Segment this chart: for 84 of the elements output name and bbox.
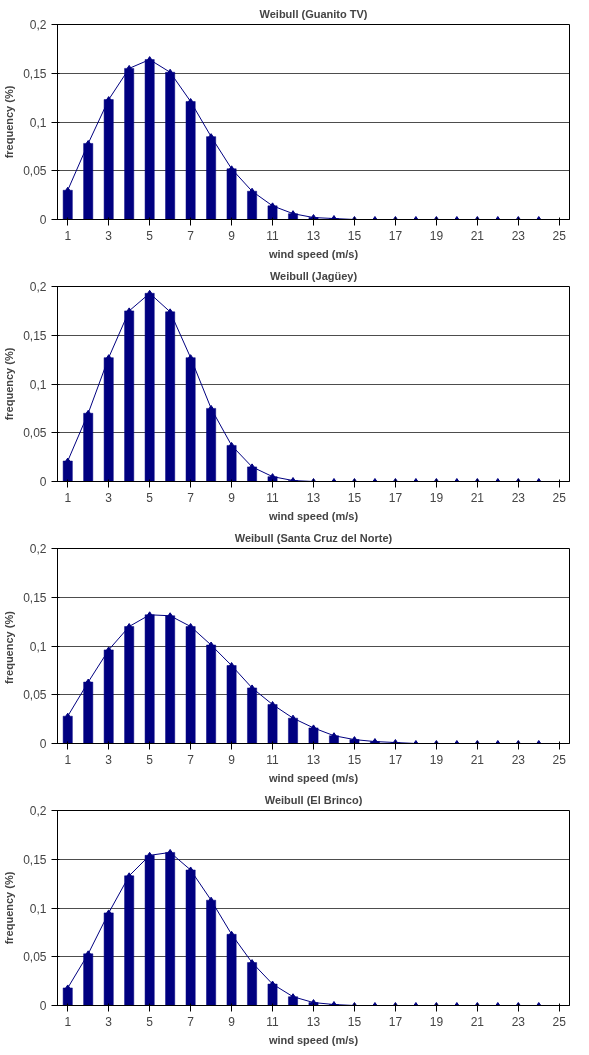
x-tick-label: 13 — [306, 490, 321, 505]
x-tick-label: 19 — [429, 490, 444, 505]
y-tick-label: 0,1 — [29, 115, 47, 130]
x-tick-label: 11 — [266, 228, 280, 243]
x-tick-label: 19 — [429, 752, 444, 767]
y-tick-label: 0,15 — [23, 328, 47, 343]
chart-title: Weibull (Jagüey) — [269, 269, 358, 282]
y-tick-label: 0,05 — [23, 426, 47, 441]
x-tick-label: 1 — [64, 1014, 72, 1029]
chart-title: Weibull (Santa Cruz del Norte) — [234, 531, 393, 544]
x-tick-label: 23 — [511, 752, 526, 767]
y-tick-label: 0,2 — [29, 280, 47, 294]
x-tick-label: 5 — [146, 228, 154, 243]
y-axis-title: frequency (%) — [3, 871, 16, 945]
y-tick-label: 0,2 — [29, 18, 47, 32]
y-tick-label: 0,15 — [23, 66, 47, 81]
x-tick-label: 19 — [429, 228, 444, 243]
x-tick-label: 17 — [388, 228, 403, 243]
x-tick-label: 15 — [347, 1014, 362, 1029]
x-tick-label: 23 — [511, 228, 526, 243]
chart-title: Weibull (Guanito TV) — [259, 7, 368, 20]
x-tick-label: 9 — [228, 228, 236, 243]
y-tick-label: 0,2 — [29, 804, 47, 818]
x-tick-label: 11 — [266, 1014, 280, 1029]
x-tick-label: 15 — [347, 752, 362, 767]
x-tick-label: 7 — [187, 490, 195, 505]
chart-title: Weibull (El Brinco) — [264, 793, 363, 806]
x-axis-title: wind speed (m/s) — [267, 247, 359, 260]
x-tick-label: 1 — [64, 228, 72, 243]
x-tick-label: 25 — [552, 228, 567, 243]
x-tick-label: 7 — [187, 752, 195, 767]
y-tick-label: 0,05 — [23, 164, 47, 179]
x-tick-label: 1 — [64, 752, 72, 767]
x-tick-label: 1 — [64, 490, 72, 505]
x-tick-label: 17 — [388, 1014, 403, 1029]
y-axis-title: frequency (%) — [3, 347, 16, 421]
y-tick-label: 0,05 — [23, 688, 47, 703]
x-tick-label: 25 — [552, 1014, 567, 1029]
x-tick-label: 5 — [146, 1014, 154, 1029]
x-tick-label: 25 — [552, 752, 567, 767]
x-axis-title: wind speed (m/s) — [267, 1033, 359, 1046]
x-tick-label: 23 — [511, 490, 526, 505]
x-tick-label: 13 — [306, 1014, 321, 1029]
x-tick-label: 13 — [306, 752, 321, 767]
x-tick-label: 3 — [105, 490, 113, 505]
x-tick-label: 3 — [105, 228, 113, 243]
y-tick-label: 0,2 — [29, 542, 47, 556]
x-tick-label: 11 — [266, 490, 280, 505]
y-tick-label: 0,1 — [29, 901, 47, 916]
x-tick-label: 15 — [347, 490, 362, 505]
x-tick-label: 9 — [228, 752, 236, 767]
y-tick-label: 0,15 — [23, 852, 47, 867]
x-tick-label: 25 — [552, 490, 567, 505]
x-axis-title: wind speed (m/s) — [267, 509, 359, 522]
y-tick-label: 0,1 — [29, 377, 47, 392]
y-tick-label: 0,15 — [23, 590, 47, 605]
x-tick-label: 9 — [228, 490, 236, 505]
x-tick-label: 21 — [470, 228, 485, 243]
x-tick-label: 21 — [470, 1014, 485, 1029]
x-tick-label: 3 — [105, 752, 113, 767]
x-tick-label: 7 — [187, 1014, 195, 1029]
x-tick-label: 13 — [306, 228, 321, 243]
x-tick-label: 21 — [470, 490, 485, 505]
x-tick-label: 5 — [146, 490, 154, 505]
y-tick-label: 0 — [39, 475, 47, 489]
y-axis-title: frequency (%) — [3, 610, 16, 684]
x-tick-label: 11 — [266, 752, 280, 767]
x-tick-label: 9 — [228, 1014, 236, 1029]
y-tick-label: 0 — [39, 737, 47, 751]
x-tick-label: 19 — [429, 1014, 444, 1029]
x-tick-label: 17 — [388, 490, 403, 505]
y-tick-label: 0,05 — [23, 950, 47, 965]
y-axis-title: frequency (%) — [3, 85, 16, 159]
x-tick-label: 21 — [470, 752, 485, 767]
x-tick-label: 23 — [511, 1014, 526, 1029]
x-tick-label: 17 — [388, 752, 403, 767]
y-tick-label: 0 — [39, 213, 47, 227]
x-tick-label: 15 — [347, 228, 362, 243]
y-tick-label: 0,1 — [29, 639, 47, 654]
x-tick-label: 7 — [187, 228, 195, 243]
x-tick-label: 3 — [105, 1014, 113, 1029]
x-tick-label: 5 — [146, 752, 154, 767]
x-axis-title: wind speed (m/s) — [267, 771, 359, 784]
y-tick-label: 0 — [39, 999, 47, 1013]
